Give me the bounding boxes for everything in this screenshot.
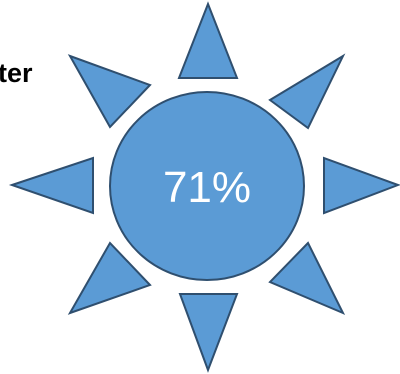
ray-top-right	[268, 53, 346, 130]
partial-label-text: ter	[0, 58, 33, 88]
ray-bottom	[178, 293, 239, 373]
ray-top-left	[67, 54, 152, 129]
ray-bottom-left	[67, 241, 152, 315]
sun-core	[109, 91, 305, 281]
ray-top	[177, 1, 239, 79]
ray-left	[8, 156, 94, 215]
ray-right	[323, 156, 400, 215]
percentage-text: 71%	[163, 163, 251, 212]
ray-bottom-right	[268, 241, 346, 315]
